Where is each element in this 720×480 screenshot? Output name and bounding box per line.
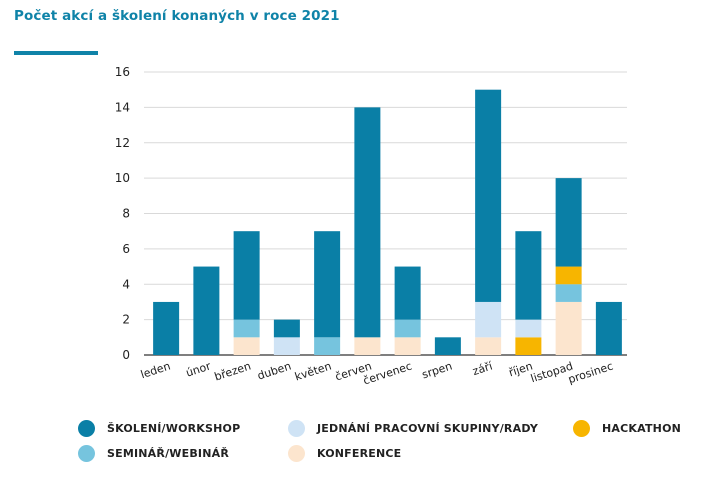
bar-segment-jednani — [475, 301, 502, 338]
bar-segment-konference — [555, 301, 582, 355]
bar-segment-skoleni — [394, 266, 421, 320]
bar-segment-konference — [394, 337, 421, 355]
y-tick-label: 8 — [122, 207, 130, 221]
x-tick-label: březen — [213, 359, 253, 383]
bar-segment-skoleni — [475, 89, 502, 302]
bar-segment-konference — [475, 337, 502, 355]
y-tick-label: 0 — [122, 348, 130, 362]
bar-segment-seminar — [314, 337, 341, 355]
chart-title: Počet akcí a školení konaných v roce 202… — [14, 8, 340, 24]
x-tick-label: únor — [184, 359, 212, 379]
x-tick-label: leden — [139, 359, 172, 381]
bar-segment-konference — [233, 337, 260, 355]
bar-segment-skoleni — [354, 107, 381, 338]
y-tick-label: 14 — [115, 100, 130, 114]
bar-segment-seminar — [233, 319, 260, 338]
x-tick-label: září — [471, 359, 495, 378]
bar-segment-skoleni — [434, 337, 461, 355]
bar-segment-skoleni — [515, 231, 542, 320]
y-tick-label: 4 — [122, 277, 130, 291]
x-tick-label: srpen — [420, 359, 454, 381]
y-tick-label: 16 — [115, 65, 130, 79]
y-tick-label: 10 — [115, 171, 130, 185]
bar-segment-seminar — [555, 284, 582, 302]
title-underline — [14, 51, 98, 55]
bar-segment-konference — [354, 337, 381, 355]
bar-segment-jednani — [515, 319, 542, 338]
x-tick-label: duben — [256, 359, 293, 382]
y-tick-label: 6 — [122, 242, 130, 256]
bar-segment-seminar — [394, 319, 421, 338]
bar-segment-skoleni — [193, 266, 220, 355]
bar-segment-skoleni — [314, 231, 341, 338]
bar-segment-skoleni — [595, 301, 622, 355]
x-tick-label: květen — [293, 359, 333, 383]
bar-segment-jednani — [273, 337, 300, 355]
bar-segment-hackathon — [555, 266, 582, 285]
y-tick-label: 2 — [122, 313, 130, 327]
bar-segment-hackathon — [515, 337, 542, 355]
bar-segment-skoleni — [273, 319, 300, 338]
bar-segment-skoleni — [233, 231, 260, 320]
x-tick-label: listopad — [529, 359, 574, 385]
bar-segment-skoleni — [153, 301, 180, 355]
x-tick-label: prosinec — [566, 359, 614, 386]
bar-segment-skoleni — [555, 178, 582, 267]
y-tick-label: 12 — [115, 136, 130, 150]
